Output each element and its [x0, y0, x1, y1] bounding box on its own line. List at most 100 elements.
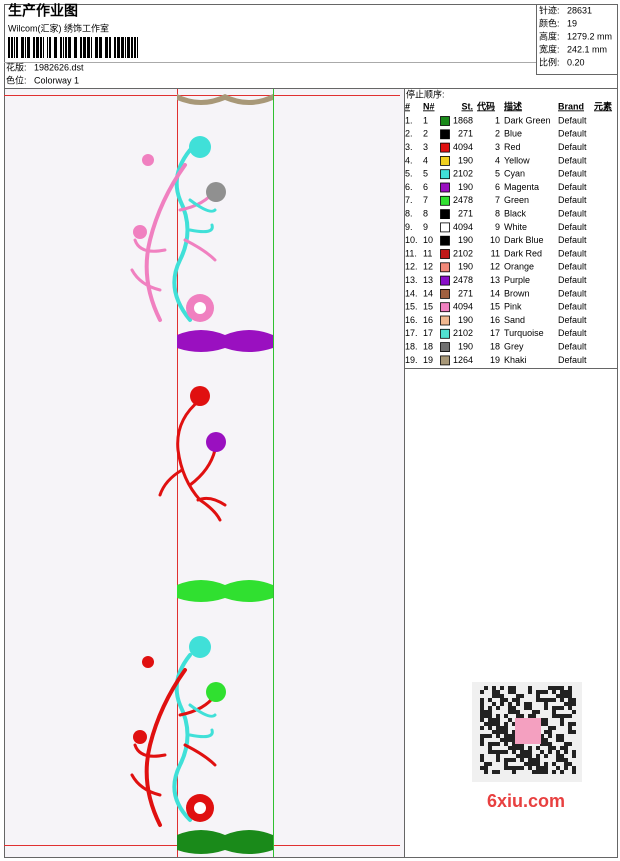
qr-cell [512, 710, 516, 714]
needle-number: 9 [423, 222, 428, 232]
color-code: 2 [495, 129, 500, 139]
barcode-bar [54, 37, 57, 58]
qr-cell [520, 746, 524, 750]
color-name: Sand [504, 315, 525, 325]
qr-cell [488, 706, 492, 710]
stop-number: 16. [405, 315, 418, 325]
qr-cell [496, 730, 500, 734]
stop-number: 8. [405, 208, 413, 218]
barcode-bar [14, 37, 15, 58]
qr-cell [484, 714, 488, 718]
qr-cell [496, 718, 500, 722]
color-code: 8 [495, 208, 500, 218]
stat-label: 比例: [539, 56, 560, 67]
qr-cell [500, 726, 504, 730]
color-code: 1 [495, 115, 500, 125]
qr-cell [548, 726, 552, 730]
qr-cell [544, 702, 548, 706]
needle-number: 8 [423, 208, 428, 218]
qr-cell [480, 738, 484, 742]
qr-cell [548, 750, 552, 754]
qr-cell [504, 738, 508, 742]
qr-cell [556, 750, 560, 754]
stats-box [536, 4, 618, 75]
qr-cell [572, 770, 576, 774]
qr-cell [564, 694, 568, 698]
color-code: 10 [490, 235, 500, 245]
color-code: 6 [495, 182, 500, 192]
qr-cell [480, 754, 484, 758]
barcode-bar [127, 37, 130, 58]
color-swatch [440, 209, 450, 220]
qr-cell [556, 766, 560, 770]
color-code: 18 [490, 341, 500, 351]
qr-cell [484, 766, 488, 770]
qr-cell [552, 690, 556, 694]
qr-cell [524, 750, 528, 754]
qr-cell [488, 722, 492, 726]
qr-cell [528, 702, 532, 706]
qr-cell [568, 702, 572, 706]
qr-cell [564, 766, 568, 770]
needle-number: 4 [423, 155, 428, 165]
qr-cell [520, 754, 524, 758]
qr-cell [544, 706, 548, 710]
qr-cell [512, 686, 516, 690]
color-code: 13 [490, 275, 500, 285]
qr-cell [480, 766, 484, 770]
barcode-bar [74, 37, 77, 58]
qr-cell [544, 770, 548, 774]
color-swatch [440, 155, 450, 166]
qr-cell [512, 734, 516, 738]
qr-cell [492, 718, 496, 722]
qr-cell [496, 750, 500, 754]
barcode-bar [137, 37, 138, 58]
qr-cell [552, 762, 556, 766]
qr-cell [504, 726, 508, 730]
qr-cell [564, 690, 568, 694]
qr-cell [564, 742, 568, 746]
brand: Default [558, 155, 587, 165]
barcode-bar [109, 37, 111, 58]
needle-number: 2 [423, 129, 428, 139]
qr-cell [556, 694, 560, 698]
color-swatch [440, 302, 450, 313]
qr-cell [544, 766, 548, 770]
qr-cell [528, 746, 532, 750]
qr-cell [508, 710, 512, 714]
qr-cell [548, 730, 552, 734]
stitch-count: 4094 [453, 302, 473, 312]
stitch-count: 190 [458, 341, 473, 351]
stat-label: 针迹: [539, 4, 560, 15]
qr-cell [552, 698, 556, 702]
stitch-count: 271 [458, 208, 473, 218]
qr-cell [496, 722, 500, 726]
qr-cell [488, 746, 492, 750]
qr-cell [552, 706, 556, 710]
needle-number: 15 [423, 302, 433, 312]
stop-number: 9. [405, 222, 413, 232]
column-header: 元素 [594, 100, 612, 111]
qr-cell [568, 686, 572, 690]
qr-cell [556, 706, 560, 710]
qr-cell [536, 746, 540, 750]
color-swatch [440, 355, 450, 366]
qr-cell [492, 730, 496, 734]
stitch-count: 4094 [453, 222, 473, 232]
column-header: 描述 [504, 100, 522, 111]
brand: Default [558, 235, 587, 245]
qr-cell [548, 734, 552, 738]
column-header: St. [461, 101, 473, 111]
needle-number: 12 [423, 262, 433, 272]
color-code: 11 [491, 248, 500, 258]
qr-cell [568, 694, 572, 698]
qr-cell [572, 754, 576, 758]
qr-cell [560, 738, 564, 742]
qr-cell [484, 710, 488, 714]
qr-cell [496, 706, 500, 710]
qr-cell [536, 710, 540, 714]
qr-cell [560, 722, 564, 726]
qr-cell [492, 742, 496, 746]
stop-number: 6. [405, 182, 413, 192]
